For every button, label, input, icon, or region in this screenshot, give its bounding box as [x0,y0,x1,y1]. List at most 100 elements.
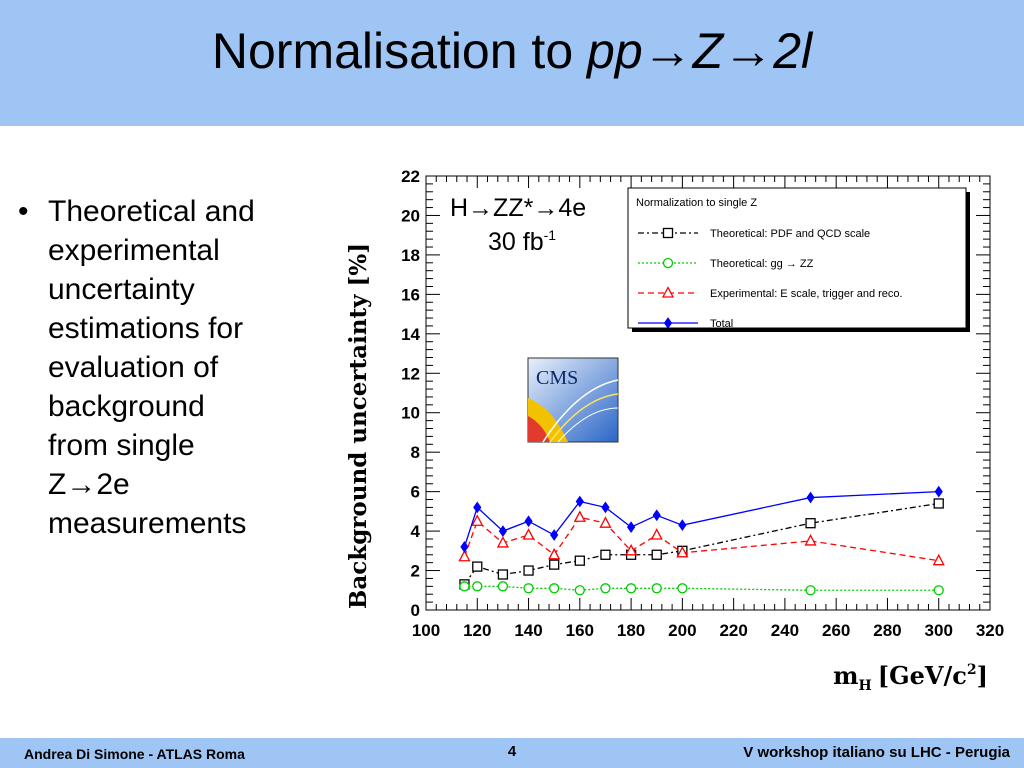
data-point [523,565,534,576]
legend-marker [662,227,674,239]
x-axis-unit-end: ] [977,661,988,690]
data-point [472,561,483,572]
bullet-line: Theoretical and [48,195,255,228]
data-point [600,549,611,560]
title-formula: pp→Z→2l [587,23,813,79]
data-point [625,583,637,594]
data-point [524,515,533,528]
data-point [932,553,945,566]
data-point [460,541,469,553]
x-tick-label: 100 [412,621,440,640]
data-point [496,536,509,548]
data-point [805,585,816,596]
x-tick-label: 300 [925,621,953,640]
data-point [497,581,509,592]
series-line-1 [464,585,939,591]
data-point [676,545,689,558]
data-point [459,581,470,592]
bullet-line: experimental [48,234,220,267]
data-point [625,543,638,556]
bullet-line: Z→2e [48,468,130,501]
data-point [473,501,482,514]
x-tick-label: 120 [463,621,491,640]
x-axis-subscript: H [859,678,872,694]
x-axis-title: mH [GeV/c2] [833,661,988,694]
data-point [522,528,535,540]
x-tick-label: 320 [976,621,1004,640]
data-point [498,525,508,537]
bullet-line: evaluation of [48,351,219,384]
y-tick-label: 14 [401,325,420,344]
lumi-value: 30 fb [488,228,544,256]
x-tick-label: 140 [514,621,542,640]
data-point [652,509,661,522]
bullet-line: estimations for [48,312,244,345]
y-tick-label: 4 [411,522,421,541]
data-point [599,516,612,528]
title-prefix: Normalisation to [211,23,588,79]
data-point [805,518,816,529]
bullet-item: Theoretical and experimental uncertainty… [18,192,338,543]
bullet-line: from single [48,429,195,462]
data-point [458,549,471,562]
data-point [575,495,584,508]
data-point [677,583,688,594]
data-point [804,534,817,546]
y-tick-label: 0 [411,601,420,620]
x-tick-label: 220 [719,621,747,640]
data-point [549,559,560,570]
x-tick-label: 200 [668,621,696,640]
footer-author: Andrea Di Simone - ATLAS Roma [24,746,245,762]
title-bar [0,0,1024,126]
data-point [497,569,509,580]
legend-marker [663,317,673,329]
data-point [651,583,662,594]
footer-event: V workshop italiano su LHC - Perugia [743,744,1010,761]
y-tick-label: 22 [401,167,420,186]
x-tick-label: 180 [617,621,645,640]
x-axis-symbol: m [833,661,858,690]
legend-marker [662,257,674,269]
data-point [933,585,944,596]
series-line-3 [463,490,939,548]
bullet-line: uncertainty [48,273,195,306]
lumi-exponent: -1 [544,227,557,243]
legend-entry-label: Theoretical: PDF and QCD scale [710,228,870,240]
slide-title: Normalisation to pp→Z→2l [0,22,1024,80]
y-tick-label: 6 [411,483,420,502]
data-point [550,529,559,541]
series-line-2 [463,516,939,562]
x-tick-label: 240 [771,621,799,640]
channel-annotation: H→ZZ*→4e [450,194,586,222]
legend-title: Normalization to single Z [636,197,757,209]
y-tick-label: 16 [401,285,420,304]
data-point [678,519,687,532]
x-tick-label: 260 [822,621,850,640]
uncertainty-chart: 100 120 140 160 180 200 220 240 260 280 300 320 0 2 4 6… [345,167,1004,694]
x-axis-unit: [GeV/c [878,661,967,690]
x-tick-label: 160 [566,621,594,640]
y-tick-label: 18 [401,246,420,265]
data-point [651,549,662,560]
data-point [573,510,586,522]
data-point [548,547,561,560]
data-point [472,581,483,592]
bullet-line: measurements [48,507,247,540]
data-point [549,583,560,594]
data-point [574,555,585,566]
data-point [601,501,610,514]
cms-logo: CMS [527,357,619,443]
y-tick-label: 2 [411,562,420,581]
legend-entry-label: Theoretical: gg → ZZ [710,258,814,270]
data-point [523,583,534,594]
bullet-line: background [48,390,205,423]
data-point [574,585,585,596]
footer-bar: Andrea Di Simone - ATLAS Roma 4 V worksh… [0,738,1024,768]
data-point [471,514,484,526]
y-tick-label: 10 [401,404,420,423]
y-axis-title: Background uncertainty [%] [345,243,372,609]
y-tick-label: 12 [401,364,420,383]
y-tick-label: 20 [401,206,420,225]
x-tick-label: 280 [873,621,901,640]
cms-logo-text: CMS [536,367,578,389]
